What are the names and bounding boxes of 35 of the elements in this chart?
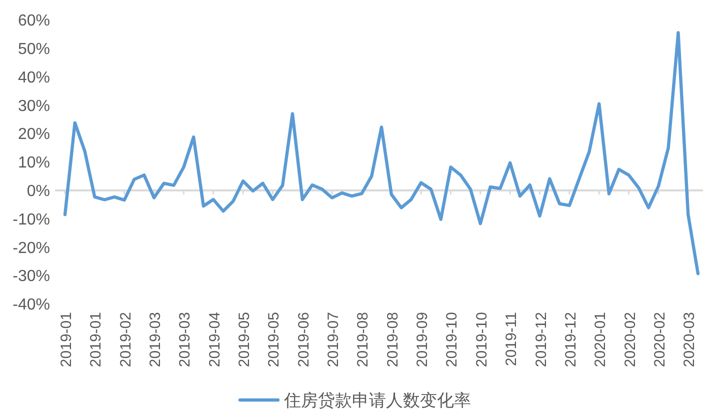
y-tick-label: 30% xyxy=(18,98,50,115)
x-tick-label: 2019-12 xyxy=(532,312,550,368)
x-tick-label: 2019-06 xyxy=(295,312,312,368)
y-tick-label: -10% xyxy=(12,211,50,228)
y-tick-label: 40% xyxy=(18,69,50,86)
y-tick-label: 0% xyxy=(26,183,50,200)
x-tick-label: 2019-07 xyxy=(325,312,342,368)
legend-label: 住房贷款申请人数变化率 xyxy=(283,391,471,410)
x-tick-label: 2019-03 xyxy=(147,312,164,368)
x-tick-label: 2019-12 xyxy=(562,312,580,368)
x-tick-label: 2019-01 xyxy=(88,312,105,368)
x-tick-label: 2019-04 xyxy=(206,312,224,368)
y-tick-label: 10% xyxy=(18,154,50,172)
y-tick-label: 50% xyxy=(18,41,50,58)
x-tick-label: 2019-03 xyxy=(176,312,194,368)
x-tick-label: 2019-05 xyxy=(236,312,254,368)
y-tick-label: 60% xyxy=(18,12,50,30)
x-tick-label: 2019-05 xyxy=(266,312,283,368)
y-tick-label: -40% xyxy=(12,296,50,314)
x-tick-label: 2019-11 xyxy=(503,312,520,366)
x-tick-label: 2020-02 xyxy=(622,312,639,368)
y-tick-label: -30% xyxy=(12,268,50,286)
x-tick-label: 2019-10 xyxy=(444,312,461,368)
x-tick-label: 2019-09 xyxy=(414,312,432,368)
line-series xyxy=(63,31,700,276)
x-tick-label: 2020-03 xyxy=(681,312,698,368)
x-tick-label: 2019-10 xyxy=(473,312,490,368)
x-tick-label: 2019-02 xyxy=(117,312,134,368)
x-tick-label: 2019-08 xyxy=(384,312,402,368)
x-tick-label: 2019-01 xyxy=(58,312,75,368)
x-tick-label: 2020-02 xyxy=(651,312,668,368)
y-tick-label: 20% xyxy=(18,126,50,144)
y-tick-label: -20% xyxy=(12,240,50,257)
x-tick-label: 2020-01 xyxy=(592,312,610,368)
x-tick-label: 2019-08 xyxy=(354,312,372,368)
